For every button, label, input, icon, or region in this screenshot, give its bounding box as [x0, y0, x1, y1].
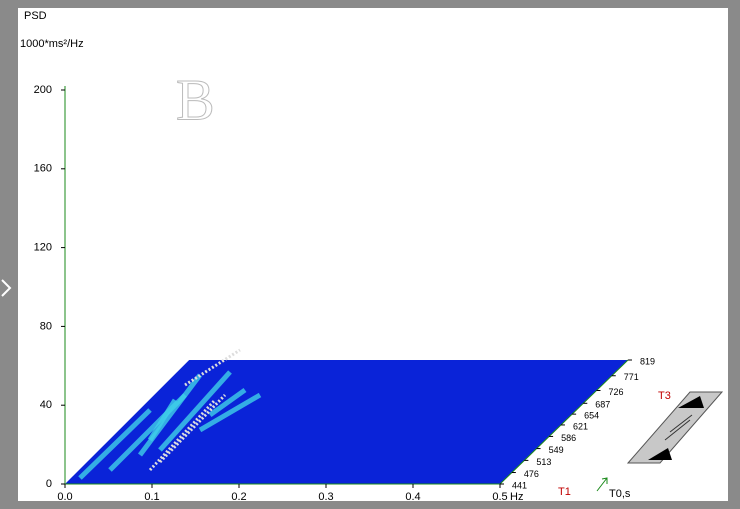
z-tick-label: 621: [573, 421, 588, 431]
x-tick-label: 0.2: [231, 491, 246, 503]
z-tick-label: 819: [640, 356, 655, 366]
x-label: Hz: [510, 491, 523, 503]
y-unit: 1000*ms²/Hz: [20, 38, 84, 50]
z-tick-label: 654: [584, 411, 599, 421]
z-tick-label: 513: [536, 457, 551, 467]
x-tick-label: 0.1: [144, 491, 159, 503]
annotation: T1: [558, 486, 571, 498]
y-tick-label: 0: [46, 478, 52, 490]
z-tick-label: 726: [609, 387, 624, 397]
z-label: T0,s: [609, 488, 631, 500]
y-tick-label: 200: [34, 84, 52, 96]
nav-arrow[interactable]: [2, 280, 10, 296]
y-label: PSD: [24, 10, 47, 22]
chart: PSD 1000*ms²/Hz B T1 T3 Hz T0,s 0 40 80 120…: [0, 0, 740, 509]
z-tick-label: 476: [524, 469, 539, 479]
x-tick-label: 0.4: [405, 491, 420, 503]
y-tick-label: 80: [40, 320, 52, 332]
y-tick-label: 40: [40, 399, 52, 411]
x-tick-label: 0.5: [492, 491, 507, 503]
y-tick-label: 120: [34, 242, 52, 254]
z-tick-label: 549: [549, 445, 564, 455]
z-tick-label: 687: [595, 400, 610, 410]
z-tick-label: 771: [624, 372, 639, 382]
z-tick-label: 441: [512, 480, 527, 490]
panel-letter: B: [176, 67, 215, 132]
x-tick-label: 0.0: [57, 491, 72, 503]
x-tick-label: 0.3: [318, 491, 333, 503]
annotation: T3: [658, 390, 671, 402]
z-tick-label: 586: [561, 433, 576, 443]
y-tick-label: 160: [34, 163, 52, 175]
